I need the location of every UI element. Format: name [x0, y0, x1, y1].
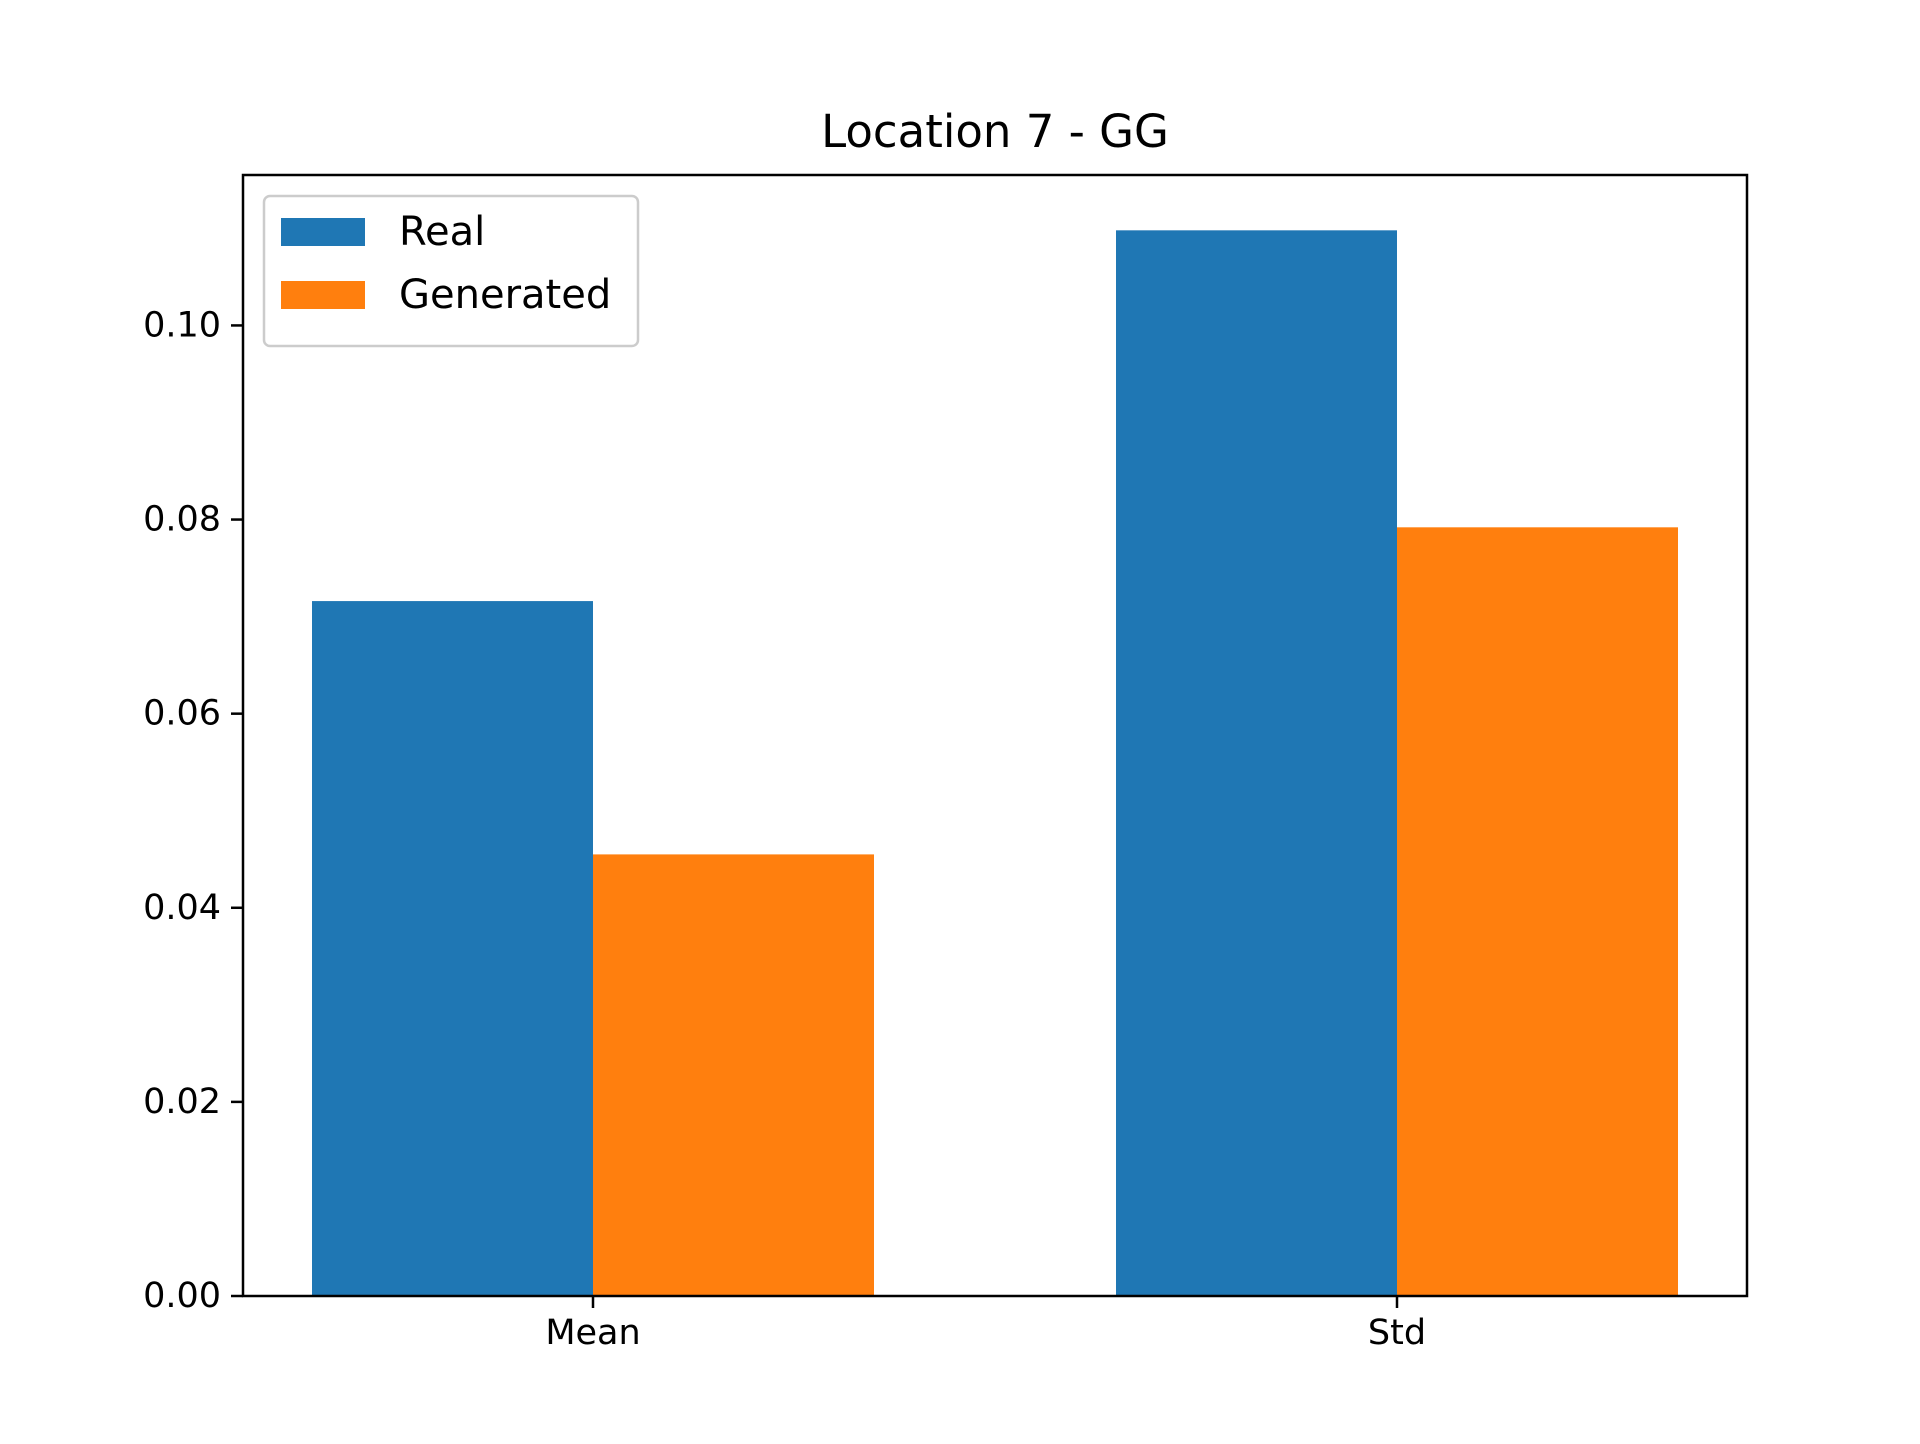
legend-swatch-real	[281, 218, 365, 246]
bar-generated-mean	[593, 854, 874, 1296]
legend-swatch-generated	[281, 281, 365, 309]
bars-layer	[312, 230, 1678, 1297]
x-tick-label-std: Std	[1368, 1313, 1426, 1353]
y-tick-label: 0.08	[143, 500, 221, 540]
y-tick-label: 0.00	[143, 1276, 221, 1316]
bar-real-mean	[312, 601, 593, 1296]
plot-frame	[241, 173, 1749, 1298]
chart-title: Location 7 - GG	[821, 105, 1169, 158]
y-axis: 0.00 0.02 0.04 0.06 0.08 0.10	[143, 305, 243, 1316]
y-tick-label: 0.02	[143, 1082, 221, 1122]
y-tick-label: 0.10	[143, 305, 221, 345]
bar-real-std	[1116, 230, 1397, 1297]
legend: Real Generated	[262, 194, 640, 348]
legend-label-generated: Generated	[399, 272, 611, 318]
y-tick-label: 0.04	[143, 888, 221, 928]
legend-label-real: Real	[399, 209, 485, 255]
x-tick-label-mean: Mean	[545, 1313, 640, 1353]
bar-generated-std	[1397, 527, 1678, 1296]
y-tick-label: 0.06	[143, 694, 221, 734]
x-axis: Mean Std	[545, 1296, 1426, 1353]
